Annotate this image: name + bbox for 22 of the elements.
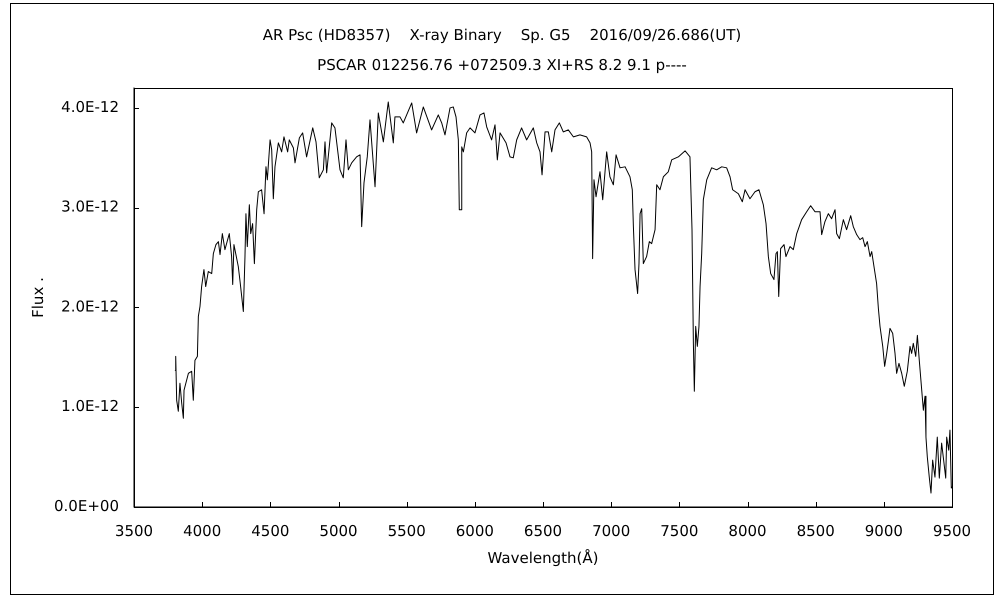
x-tick-label: 4500 <box>251 522 290 540</box>
y-tick-label: 3.0E-12 <box>61 198 119 216</box>
x-tick-label: 7500 <box>660 522 698 540</box>
y-axis-title: Flux . <box>28 277 47 318</box>
x-tick-label: 8000 <box>728 522 767 540</box>
x-tick-label: 3500 <box>114 522 154 540</box>
x-tick-label: 5500 <box>388 522 426 540</box>
x-tick-label: 9500 <box>932 522 972 540</box>
x-tick-label: 8500 <box>796 522 835 540</box>
x-tick-label: 7000 <box>592 522 630 540</box>
x-tick-label: 6000 <box>456 522 494 540</box>
x-axis-title: Wavelength(Å) <box>488 548 598 567</box>
y-tick-label: 2.0E-12 <box>61 297 119 316</box>
x-tick-label: 9000 <box>864 522 903 540</box>
y-tick-label: 1.0E-12 <box>61 397 119 416</box>
chart-subtitle: PSCAR 012256.76 +072509.3 XI+RS 8.2 9.1 p---- <box>316 56 688 74</box>
x-tick-label: 6500 <box>524 522 562 540</box>
x-tick-label: 5000 <box>319 522 358 540</box>
y-tick-label: 0.0E+00 <box>54 496 119 515</box>
chart-title: AR Psc (HD8357) X-ray Binary Sp. G5 2016/09/26.686(UT) <box>262 26 742 44</box>
x-tick-label: 4000 <box>183 522 222 540</box>
y-tick-label: 4.0E-12 <box>61 98 119 116</box>
